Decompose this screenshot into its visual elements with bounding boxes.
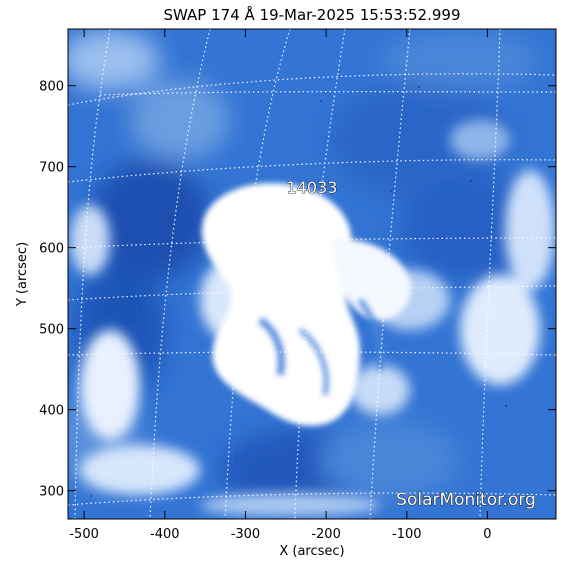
y-axis-label: Y (arcsec) xyxy=(15,242,30,307)
plot-frame xyxy=(67,28,557,520)
x-tick-label: -400 xyxy=(150,527,180,542)
watermark: SolarMonitor.org xyxy=(396,490,536,510)
x-tick-label: -500 xyxy=(69,527,99,542)
heliographic-grid xyxy=(68,29,556,519)
x-tick-label: -100 xyxy=(392,527,422,542)
y-tick-label: 800 xyxy=(39,80,64,95)
euv-image xyxy=(68,29,556,519)
x-tick-label: -300 xyxy=(231,527,261,542)
x-axis: -500 -400 -300 -200 -100 0 xyxy=(69,29,492,542)
y-tick-label: 600 xyxy=(39,242,64,257)
active-region-label: 14033 xyxy=(287,178,338,197)
y-axis: 300 400 500 600 700 800 xyxy=(39,80,556,500)
y-tick-label: 400 xyxy=(39,404,64,419)
y-tick-label: 700 xyxy=(39,161,64,176)
figure-title: SWAP 174 Å 19-Mar-2025 15:53:52.999 xyxy=(164,5,461,24)
x-tick-label: -200 xyxy=(311,527,341,542)
x-axis-label: X (arcsec) xyxy=(279,544,344,559)
x-tick-label: 0 xyxy=(483,527,491,542)
y-tick-label: 300 xyxy=(39,485,64,500)
y-tick-label: 500 xyxy=(39,323,64,338)
